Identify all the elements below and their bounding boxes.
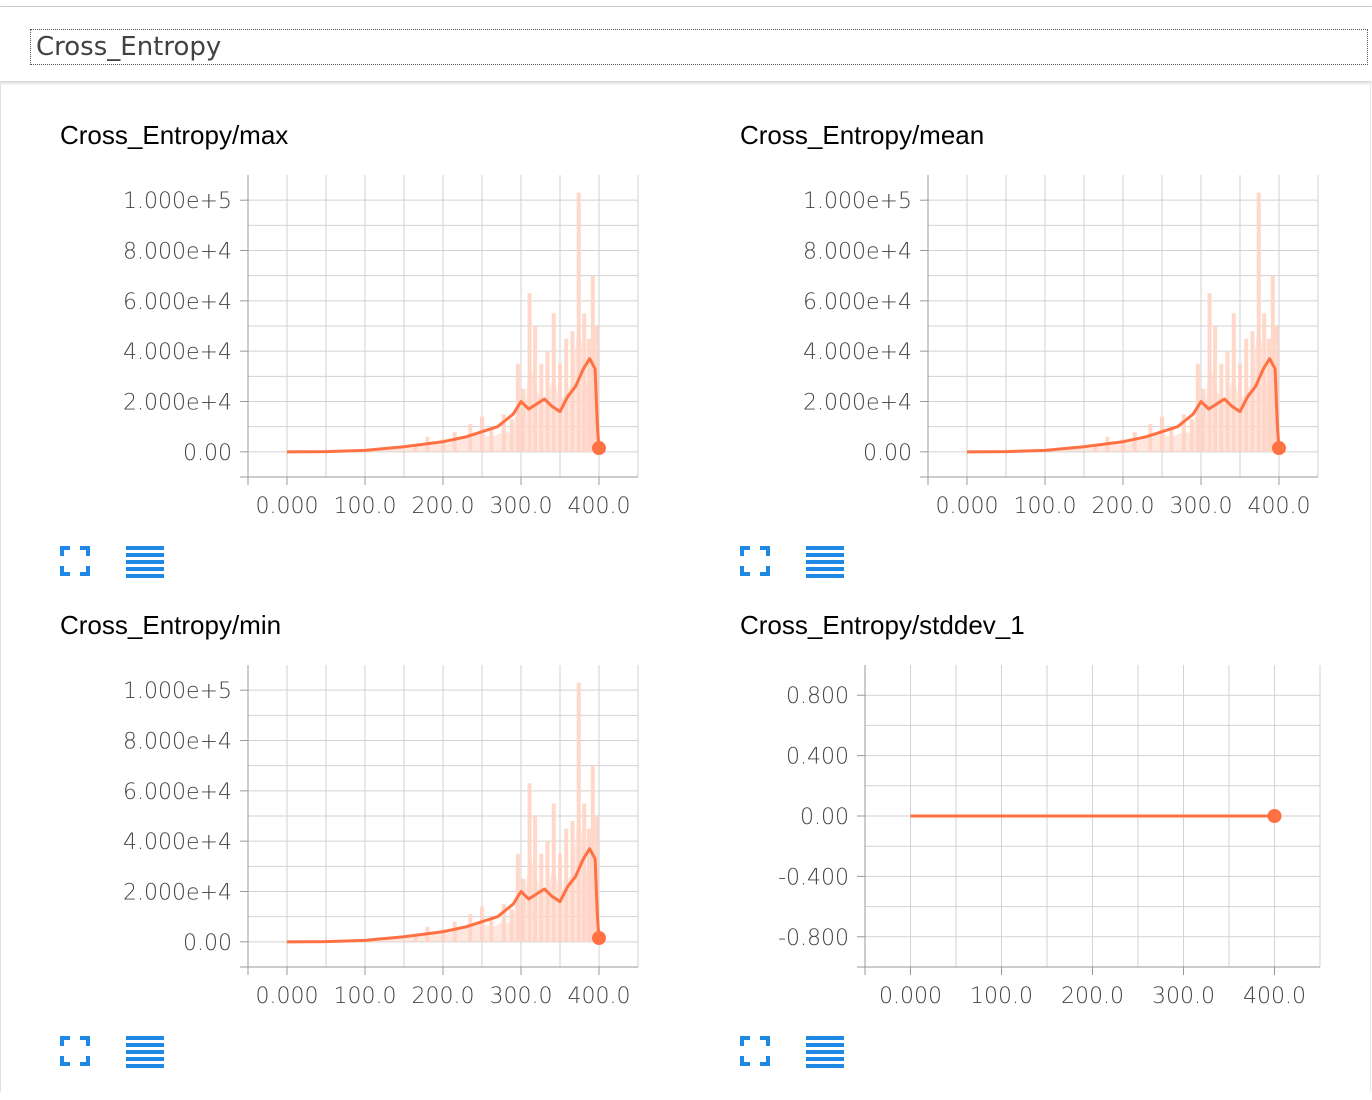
x-tick-label: 100.0 (970, 984, 1033, 1009)
y-tick-label: 4.000e+4 (123, 830, 232, 855)
fullscreen-icon[interactable] (740, 546, 770, 580)
chart-title: Cross_Entropy/min (60, 610, 282, 640)
x-tick-label: 0.000 (256, 984, 319, 1009)
category-title[interactable]: Cross_Entropy (30, 29, 1368, 65)
last-point-marker (1272, 441, 1286, 456)
y-tick-label: 0.00 (863, 441, 912, 466)
fullscreen-icon[interactable] (60, 1036, 90, 1070)
last-point-marker (592, 931, 606, 946)
y-tick-label: 0.800 (786, 684, 849, 709)
raw-area (967, 309, 1279, 452)
y-tick-label: -0.400 (778, 865, 849, 890)
series-line (286, 357, 601, 454)
y-tick-label: 0.400 (786, 745, 849, 770)
x-tick-label: 300.0 (490, 984, 553, 1009)
last-point-marker (592, 441, 606, 456)
x-tick-label: 0.000 (936, 494, 999, 519)
y-tick-label: 2.000e+4 (123, 881, 232, 906)
y-tick-label: 0.00 (183, 931, 232, 956)
last-point-marker (1267, 809, 1282, 823)
chart-card-stddev: Cross_Entropy/stddev_1 0.800 0.400 0.00 -0.… (740, 610, 1372, 1100)
x-tick-label: 200.0 (1061, 984, 1124, 1009)
series-line (286, 847, 601, 944)
x-tick-label: 100.0 (334, 494, 397, 519)
list-icon[interactable] (806, 546, 844, 582)
top-divider (0, 6, 1372, 7)
y-tick-label: 1.000e+5 (123, 189, 232, 214)
chart-svg: 1.000e+5 8.000e+4 6.000e+4 4.000e+4 2.000e+4… (803, 175, 1319, 519)
raw-area (287, 309, 599, 452)
fullscreen-icon[interactable] (740, 1036, 770, 1070)
x-tick-label: 400.0 (568, 494, 631, 519)
right-divider (1370, 82, 1371, 1092)
x-tick-label: 300.0 (1152, 984, 1215, 1009)
grid (927, 175, 1319, 478)
x-tick-label: 0.000 (256, 494, 319, 519)
chart-title: Cross_Entropy/max (60, 120, 289, 150)
x-tick-label: 300.0 (490, 494, 553, 519)
x-tick-label: 400.0 (1248, 494, 1311, 519)
x-tick-label: 100.0 (1014, 494, 1077, 519)
chart-card-mean: Cross_Entropy/mean 1.000e+5 8.000e+4 6.000… (740, 120, 1372, 610)
chart-card-max: Cross_Entropy/max 1.000e+5 8.000e+4 6.000e… (60, 120, 700, 610)
x-tick-label: 0.000 (879, 984, 942, 1009)
x-tick-label: 400.0 (1243, 984, 1306, 1009)
y-tick-label: 4.000e+4 (803, 340, 912, 365)
x-tick-label: 400.0 (568, 984, 631, 1009)
y-tick-label: 6.000e+4 (803, 290, 912, 315)
y-tick-label: 8.000e+4 (123, 730, 232, 755)
x-tick-label: 200.0 (412, 984, 475, 1009)
chart-title: Cross_Entropy/mean (740, 120, 985, 150)
fullscreen-icon[interactable] (60, 546, 90, 580)
x-tick-label: 200.0 (1092, 494, 1155, 519)
left-divider (0, 82, 1, 1092)
list-icon[interactable] (806, 1036, 844, 1072)
raw-area (287, 799, 599, 942)
y-tick-label: 8.000e+4 (803, 240, 912, 265)
list-icon[interactable] (126, 546, 164, 582)
y-tick-label: 2.000e+4 (803, 391, 912, 416)
category-header: Cross_Entropy (0, 7, 1372, 81)
y-tick-label: 4.000e+4 (123, 340, 232, 365)
chart-svg: 1.000e+5 8.000e+4 6.000e+4 4.000e+4 2.000e+4… (123, 665, 639, 1009)
y-tick-label: 1.000e+5 (123, 679, 232, 704)
y-tick-label: 0.00 (183, 441, 232, 466)
grid (247, 665, 639, 968)
y-tick-label: -0.800 (778, 926, 849, 951)
y-tick-label: 1.000e+5 (803, 189, 912, 214)
chart-card-min: Cross_Entropy/min 1.000e+5 8.000e+4 6.000e… (60, 610, 700, 1100)
chart-svg: 1.000e+5 8.000e+4 6.000e+4 4.000e+4 2.000e+4… (123, 175, 639, 519)
list-icon[interactable] (126, 1036, 164, 1072)
y-tick-label: 6.000e+4 (123, 290, 232, 315)
chart-svg: 0.800 0.400 0.00 -0.400 -0.800 0.000 100.0 200.… (778, 665, 1321, 1009)
y-tick-label: 2.000e+4 (123, 391, 232, 416)
x-tick-label: 300.0 (1170, 494, 1233, 519)
y-tick-label: 8.000e+4 (123, 240, 232, 265)
chart-title: Cross_Entropy/stddev_1 (740, 610, 1025, 640)
y-tick-label: 0.00 (800, 805, 849, 830)
x-tick-label: 200.0 (412, 494, 475, 519)
series-line (966, 357, 1281, 454)
y-tick-label: 6.000e+4 (123, 780, 232, 805)
x-tick-label: 100.0 (334, 984, 397, 1009)
